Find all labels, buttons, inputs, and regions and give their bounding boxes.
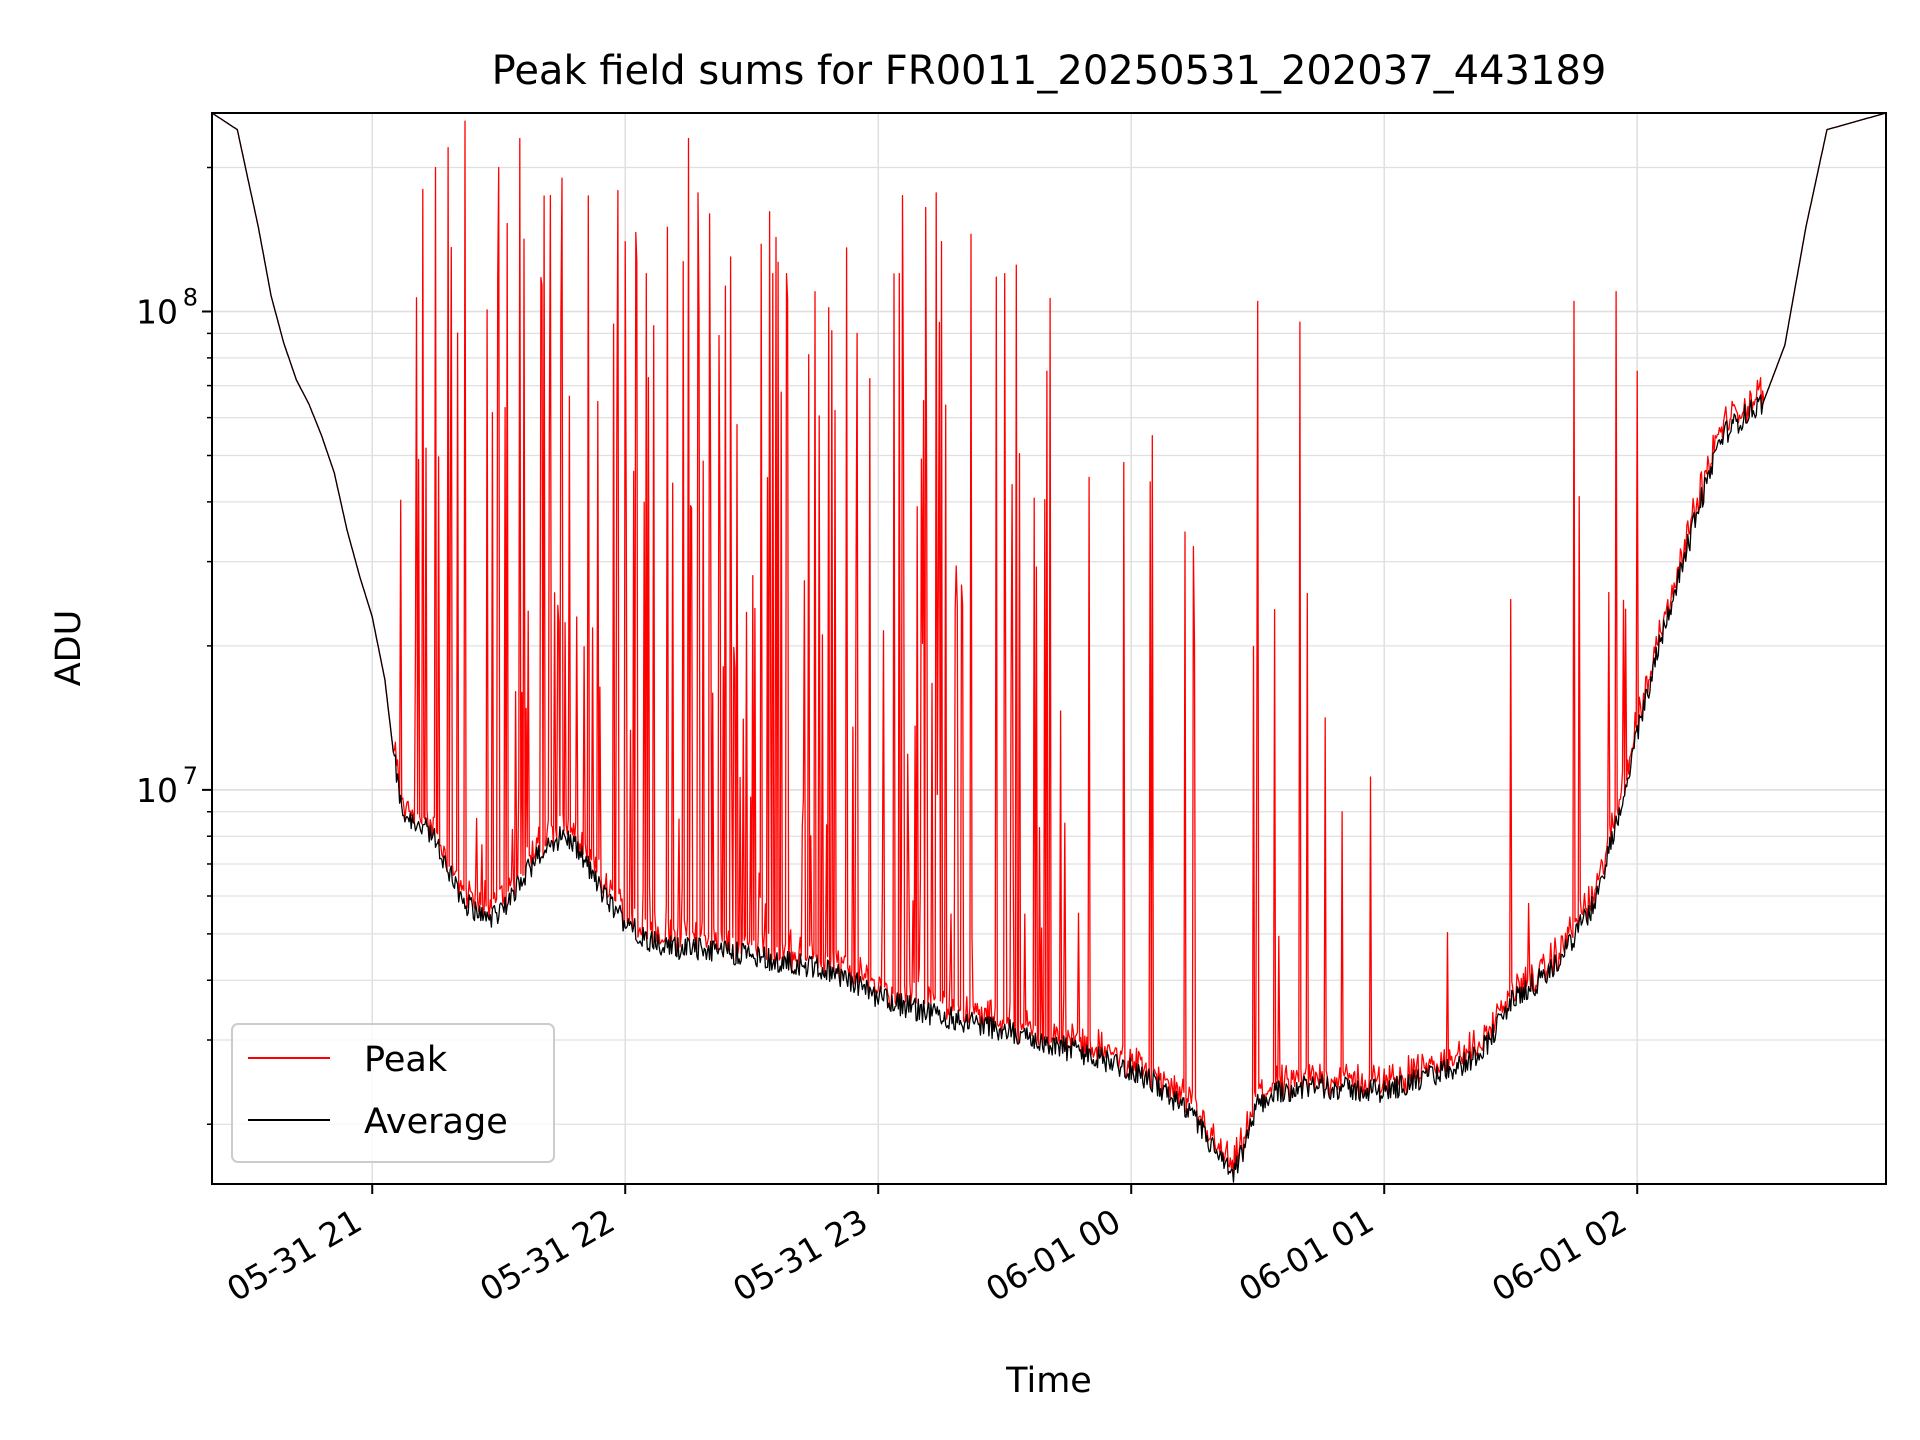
x-axis-label: Time (1005, 1361, 1092, 1401)
x-tick-label: 06-01 00 (979, 1201, 1127, 1309)
series-layer (211, 112, 1887, 1183)
x-tick-label: 05-31 21 (220, 1201, 368, 1309)
y-tick-label: 10 (136, 771, 178, 810)
x-tick-label: 05-31 23 (726, 1201, 874, 1309)
y-tick-label: 10 (136, 293, 178, 332)
x-tick-label: 05-31 22 (473, 1201, 621, 1309)
y-axis-label: ADU (49, 610, 89, 687)
plot-frame (211, 112, 1887, 1185)
chart-title: Peak field sums for FR0011_20250531_2020… (492, 48, 1607, 94)
y-tick-exponent: 7 (183, 762, 198, 790)
x-tick-label: 06-01 02 (1485, 1201, 1633, 1309)
x-tick-label: 06-01 01 (1232, 1201, 1380, 1309)
legend: Peak Average (231, 1023, 555, 1163)
series-line-average (211, 112, 1887, 1183)
legend-peak-label: Peak (364, 1040, 448, 1080)
y-tick-exponent: 8 (183, 284, 198, 312)
legend-average-label: Average (364, 1102, 508, 1142)
